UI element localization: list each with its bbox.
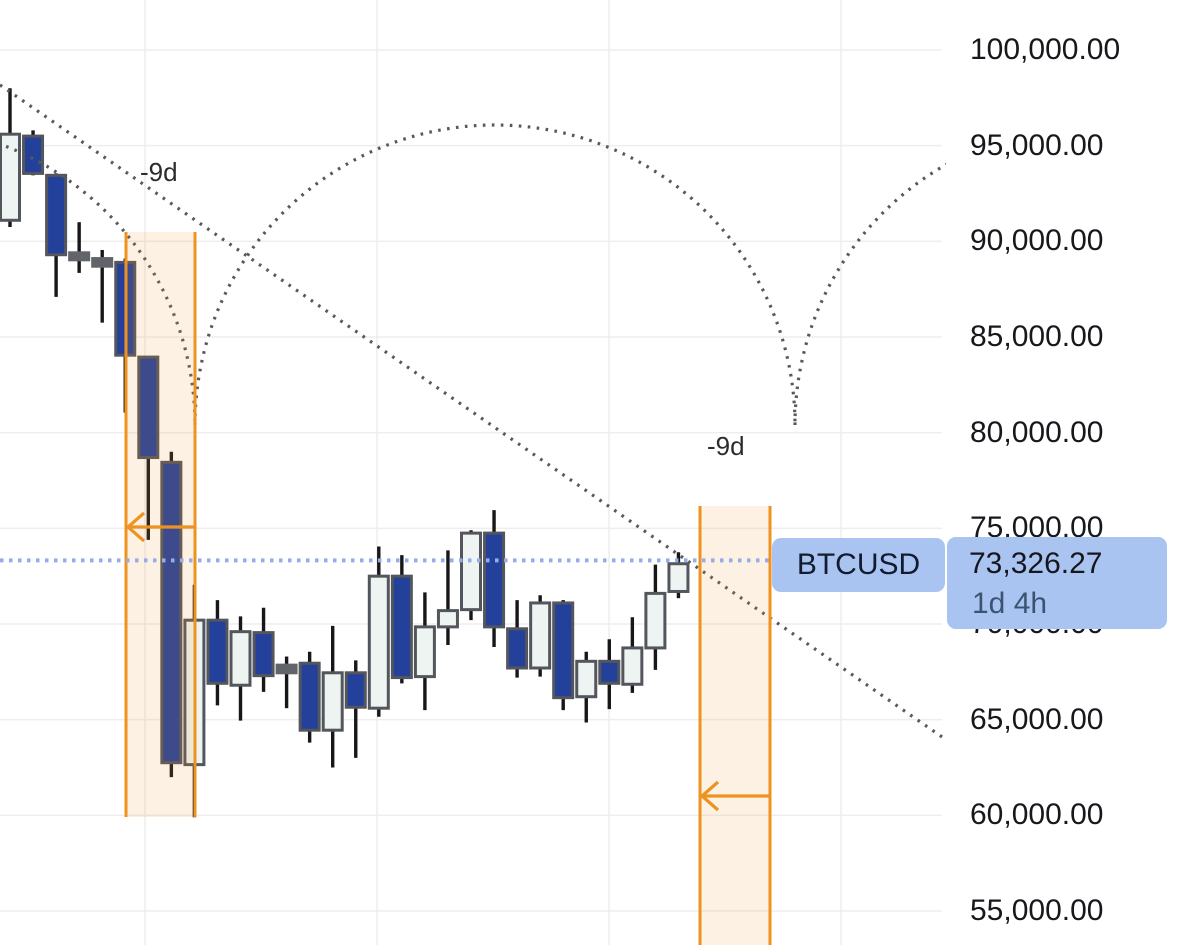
candlestick[interactable] [321,671,344,732]
candlestick[interactable] [483,531,506,629]
price-axis-label: 85,000.00 [970,320,1104,353]
candlestick[interactable] [390,574,413,680]
candlestick[interactable] [298,661,321,732]
cycle-offset-label: -9d [707,431,745,461]
price-axis-label: 65,000.00 [970,702,1104,736]
candlestick[interactable] [436,609,459,629]
candlestick[interactable] [344,671,367,709]
date-range-drawing[interactable] [698,506,772,945]
candlestick[interactable] [598,659,621,685]
candlestick[interactable] [460,531,482,612]
cycle-offset-label: -9d [140,157,178,187]
candlestick[interactable] [68,251,91,262]
candlestick[interactable] [575,659,598,699]
price-axis-label: 60,000.00 [970,798,1104,832]
candlestick[interactable] [229,630,252,687]
candlestick[interactable] [552,601,575,700]
price-axis-label: 95,000.00 [970,128,1104,162]
candlestick[interactable] [252,631,275,678]
cycle-arcs-drawing[interactable] [0,123,1200,426]
price-axis-label: 55,000.00 [970,894,1104,927]
candlestick[interactable] [506,627,529,670]
bar-countdown: 1d 4h [972,587,1048,620]
candlestick[interactable] [275,663,298,675]
zone-fill [700,506,770,945]
candlestick[interactable] [667,562,690,593]
candlestick[interactable] [206,618,229,685]
symbol-label: BTCUSD [796,548,921,581]
candlestick-series[interactable] [0,88,690,818]
date-range-drawing[interactable] [124,232,197,817]
price-axis-label: 80,000.00 [970,415,1104,449]
candlestick[interactable] [45,173,68,257]
candlestick[interactable] [367,574,390,710]
candlestick[interactable] [413,625,436,679]
candlestick[interactable] [0,132,21,222]
candlestick[interactable] [91,257,114,268]
symbol-price-tag: BTCUSD [772,538,945,592]
candlestick[interactable] [529,601,552,670]
price-axis-label: 90,000.00 [970,224,1104,258]
arrow-left-icon [125,511,146,543]
zone-fill [126,232,195,817]
trendline-drawing[interactable] [0,83,946,741]
price-value: 73,326.27 [969,547,1103,580]
axis-price-tag: 73,326.27 1d 4h [947,537,1167,629]
candlestick[interactable] [160,460,183,765]
arrow-left-icon [699,780,720,812]
candlestick[interactable] [621,646,644,686]
candlestick[interactable] [644,591,667,650]
candlestick[interactable] [22,134,45,175]
price-axis-label: 100,000.00 [970,33,1121,66]
candlestick[interactable] [137,355,160,460]
